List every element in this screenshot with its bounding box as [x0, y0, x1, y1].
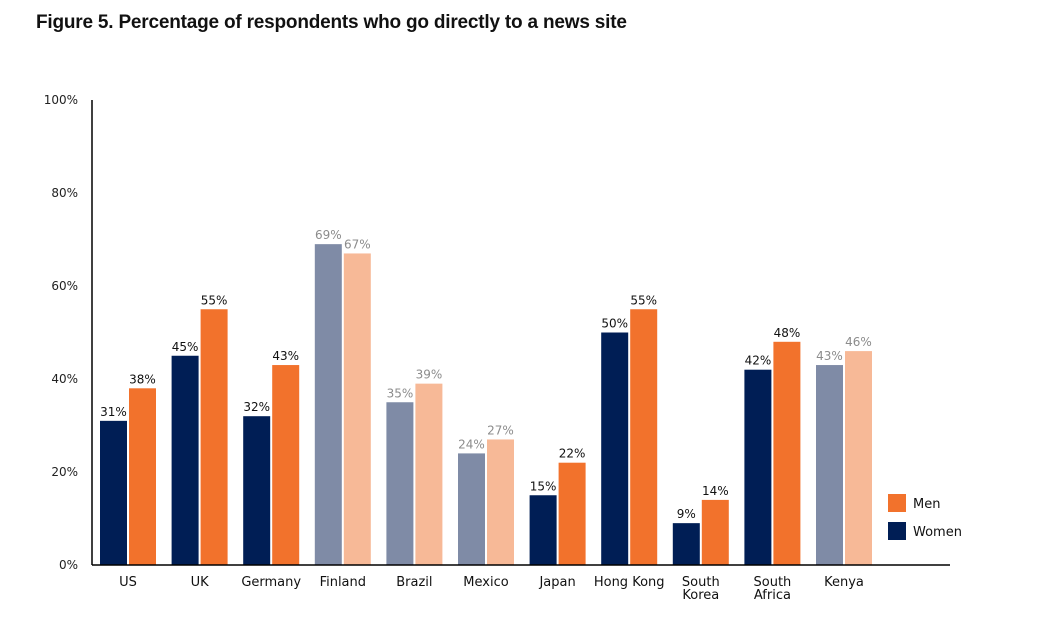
x-tick-label-line: Kenya — [824, 575, 864, 590]
bar-women — [529, 495, 557, 565]
x-tick-label-line: Brazil — [396, 575, 432, 590]
legend: Men Women — [888, 494, 962, 540]
x-tick-label: Hong Kong — [594, 575, 665, 590]
bars: 31% 38% 45% 55% 32% 43% 69%67% 35%39% 24%27% 15% 2… — [100, 228, 872, 565]
x-tick-label: Germany — [241, 575, 301, 590]
legend-label-women: Women — [913, 525, 962, 540]
x-tick-label: Mexico — [463, 575, 508, 590]
data-label: 39% — [416, 368, 443, 382]
data-label: 43% — [816, 349, 843, 363]
data-label: 24% — [458, 437, 485, 451]
y-tick-label: 100% — [44, 93, 78, 107]
bar-men — [773, 341, 801, 565]
x-tick-label: UK — [191, 575, 210, 590]
data-label: 43% — [272, 349, 299, 363]
y-tick-label: 80% — [51, 186, 78, 200]
data-label: 50% — [601, 317, 628, 331]
data-label: 45% — [172, 340, 199, 354]
data-label: 27% — [487, 423, 514, 437]
data-label: 15% — [530, 479, 557, 493]
bar-women — [744, 369, 772, 565]
data-label: 42% — [745, 354, 772, 368]
data-label: 48% — [774, 326, 801, 340]
chart-title: Figure 5. Percentage of respondents who … — [36, 12, 627, 33]
bar-women — [601, 332, 629, 565]
x-tick-label-line: US — [119, 575, 137, 590]
x-tick-label: US — [119, 575, 137, 590]
bar-men — [200, 309, 228, 565]
bar-men — [845, 351, 872, 565]
legend-swatch-women — [888, 522, 906, 540]
x-tick-label: Finland — [320, 575, 366, 590]
x-tick-label-line: South — [682, 575, 720, 590]
bar-women — [672, 523, 700, 565]
bar-women — [243, 416, 271, 565]
data-label: 55% — [630, 293, 657, 307]
bar-women — [386, 402, 414, 565]
data-label: 67% — [344, 237, 371, 251]
x-tick-label-line: Japan — [538, 575, 575, 590]
data-label: 38% — [129, 372, 156, 386]
y-tick-label: 0% — [59, 558, 78, 572]
legend-label-men: Men — [913, 497, 940, 512]
data-label: 35% — [387, 386, 414, 400]
x-tick-label-line: Germany — [241, 575, 301, 590]
bar-women — [314, 244, 342, 565]
bar-men — [415, 383, 443, 565]
y-tick-label: 60% — [51, 279, 78, 293]
data-label: 22% — [559, 447, 586, 461]
x-tick-label: South Korea — [682, 575, 720, 603]
y-tick-label: 40% — [51, 372, 78, 386]
bar-women — [458, 453, 485, 565]
x-tick-label-line: UK — [191, 575, 210, 590]
y-tick-label: 20% — [51, 465, 78, 479]
data-label: 14% — [702, 484, 729, 498]
y-axis: 0% 20% 40% 60% 80% 100% — [44, 93, 93, 572]
x-tick-label: South Africa — [754, 575, 792, 603]
x-tick-label-line: Hong Kong — [594, 575, 665, 590]
legend-swatch-men — [888, 494, 906, 512]
data-label: 69% — [315, 228, 342, 242]
bar-women — [171, 355, 199, 565]
bar-men — [129, 388, 156, 565]
data-label: 55% — [201, 293, 228, 307]
x-tick-label: Kenya — [824, 575, 864, 590]
x-tick-label: Japan — [538, 575, 575, 590]
data-label: 31% — [100, 405, 127, 419]
bar-men — [558, 462, 586, 565]
bar-men — [630, 309, 658, 565]
data-label: 32% — [243, 400, 270, 414]
bar-men — [272, 365, 300, 565]
x-tick-label-line: Africa — [754, 588, 791, 603]
x-tick-label-line: Mexico — [463, 575, 508, 590]
x-tick-label-line: South — [754, 575, 792, 590]
x-tick-label-line: Korea — [682, 588, 719, 603]
bar-women — [100, 420, 127, 565]
x-axis: US UK Germany Finland Brazil Mexico Japan Hong … — [92, 564, 950, 603]
data-label: 46% — [845, 335, 872, 349]
x-tick-label-line: Finland — [320, 575, 366, 590]
bar-men — [343, 253, 371, 565]
bar-men — [701, 499, 729, 565]
bar-women — [816, 365, 843, 565]
bar-men — [487, 439, 514, 565]
data-label: 9% — [677, 507, 696, 521]
x-tick-label: Brazil — [396, 575, 432, 590]
